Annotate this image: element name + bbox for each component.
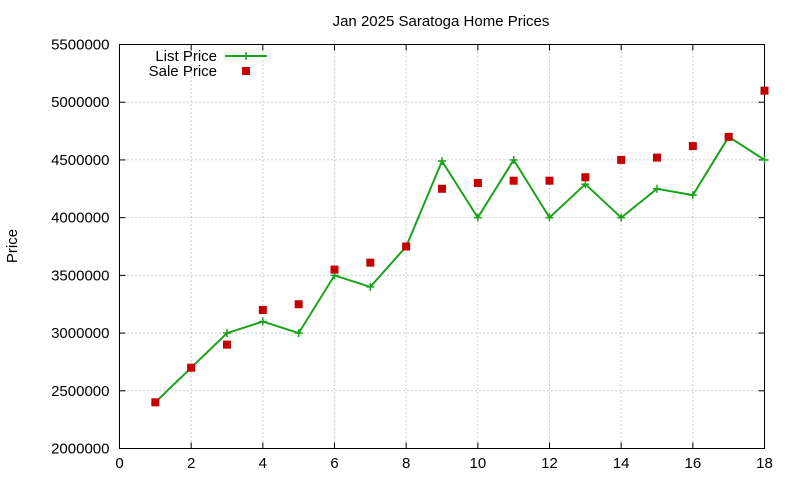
x-tick-label: 10: [469, 455, 486, 472]
x-tick-label: 14: [613, 455, 630, 472]
data-point: [724, 132, 733, 141]
x-tick-label: 8: [402, 455, 410, 472]
x-tick-label: 2: [187, 455, 195, 472]
chart-title: Jan 2025 Saratoga Home Prices: [333, 13, 550, 30]
x-tick-label: 4: [259, 455, 267, 472]
data-point: [187, 363, 196, 372]
series-group: [151, 86, 769, 407]
data-point: [473, 179, 482, 188]
series-line: [154, 135, 766, 404]
data-point: [688, 142, 697, 151]
data-point: [366, 258, 375, 267]
x-tick-label: 0: [115, 455, 123, 472]
data-point: [545, 176, 554, 185]
data-point: [258, 317, 267, 326]
axis-ticks: 0 2 4 6 8 10 12 14 16 18 2000000 2500000 3000000 3500…: [51, 37, 773, 473]
data-point: [509, 176, 518, 185]
legend-swatch-sale-price: [242, 67, 250, 75]
legend-marker: [242, 52, 250, 60]
legend-marker: [242, 67, 250, 75]
data-point: [545, 213, 554, 222]
plot-frame: [119, 44, 765, 449]
data-point: [760, 86, 769, 95]
y-axis-label: Price: [4, 229, 21, 263]
data-point: [653, 153, 661, 162]
data-point: [688, 191, 697, 200]
data-point: [509, 155, 518, 164]
x-tick-label: 16: [684, 455, 701, 472]
data-point: [581, 173, 590, 182]
series-list-price: [151, 132, 769, 407]
data-point: [223, 340, 231, 349]
data-point: [294, 300, 303, 309]
data-point: [366, 282, 375, 291]
data-point: [581, 180, 590, 189]
y-tick-label: 3000000: [51, 325, 109, 342]
y-tick-label: 4500000: [51, 152, 109, 169]
x-tick-label: 12: [541, 455, 558, 472]
y-tick-label: 3500000: [51, 267, 109, 284]
x-tick-label: 6: [330, 455, 338, 472]
legend: List Price Sale Price: [149, 48, 267, 80]
series-sale-price: [151, 86, 769, 407]
data-point: [617, 155, 626, 164]
data-point: [760, 155, 769, 164]
data-point: [438, 157, 446, 166]
data-point: [438, 184, 446, 193]
legend-swatch-list-price: [225, 52, 267, 60]
y-tick-label: 5000000: [51, 94, 109, 111]
y-tick-label: 4000000: [51, 210, 109, 227]
data-point: [473, 213, 482, 222]
data-point: [330, 265, 339, 274]
x-tick-label: 18: [756, 455, 773, 472]
data-point: [223, 329, 231, 338]
grid: [119, 44, 765, 449]
data-point: [402, 242, 411, 251]
legend-label-sale-price: Sale Price: [149, 63, 217, 80]
data-point: [617, 213, 626, 222]
y-tick-label: 2000000: [51, 441, 109, 458]
legend-label-list-price: List Price: [155, 48, 217, 65]
data-point: [151, 398, 160, 407]
data-point: [294, 329, 303, 338]
data-point: [258, 305, 267, 314]
y-tick-label: 2500000: [51, 383, 109, 400]
data-point: [653, 184, 661, 193]
y-tick-label: 5500000: [51, 37, 109, 54]
